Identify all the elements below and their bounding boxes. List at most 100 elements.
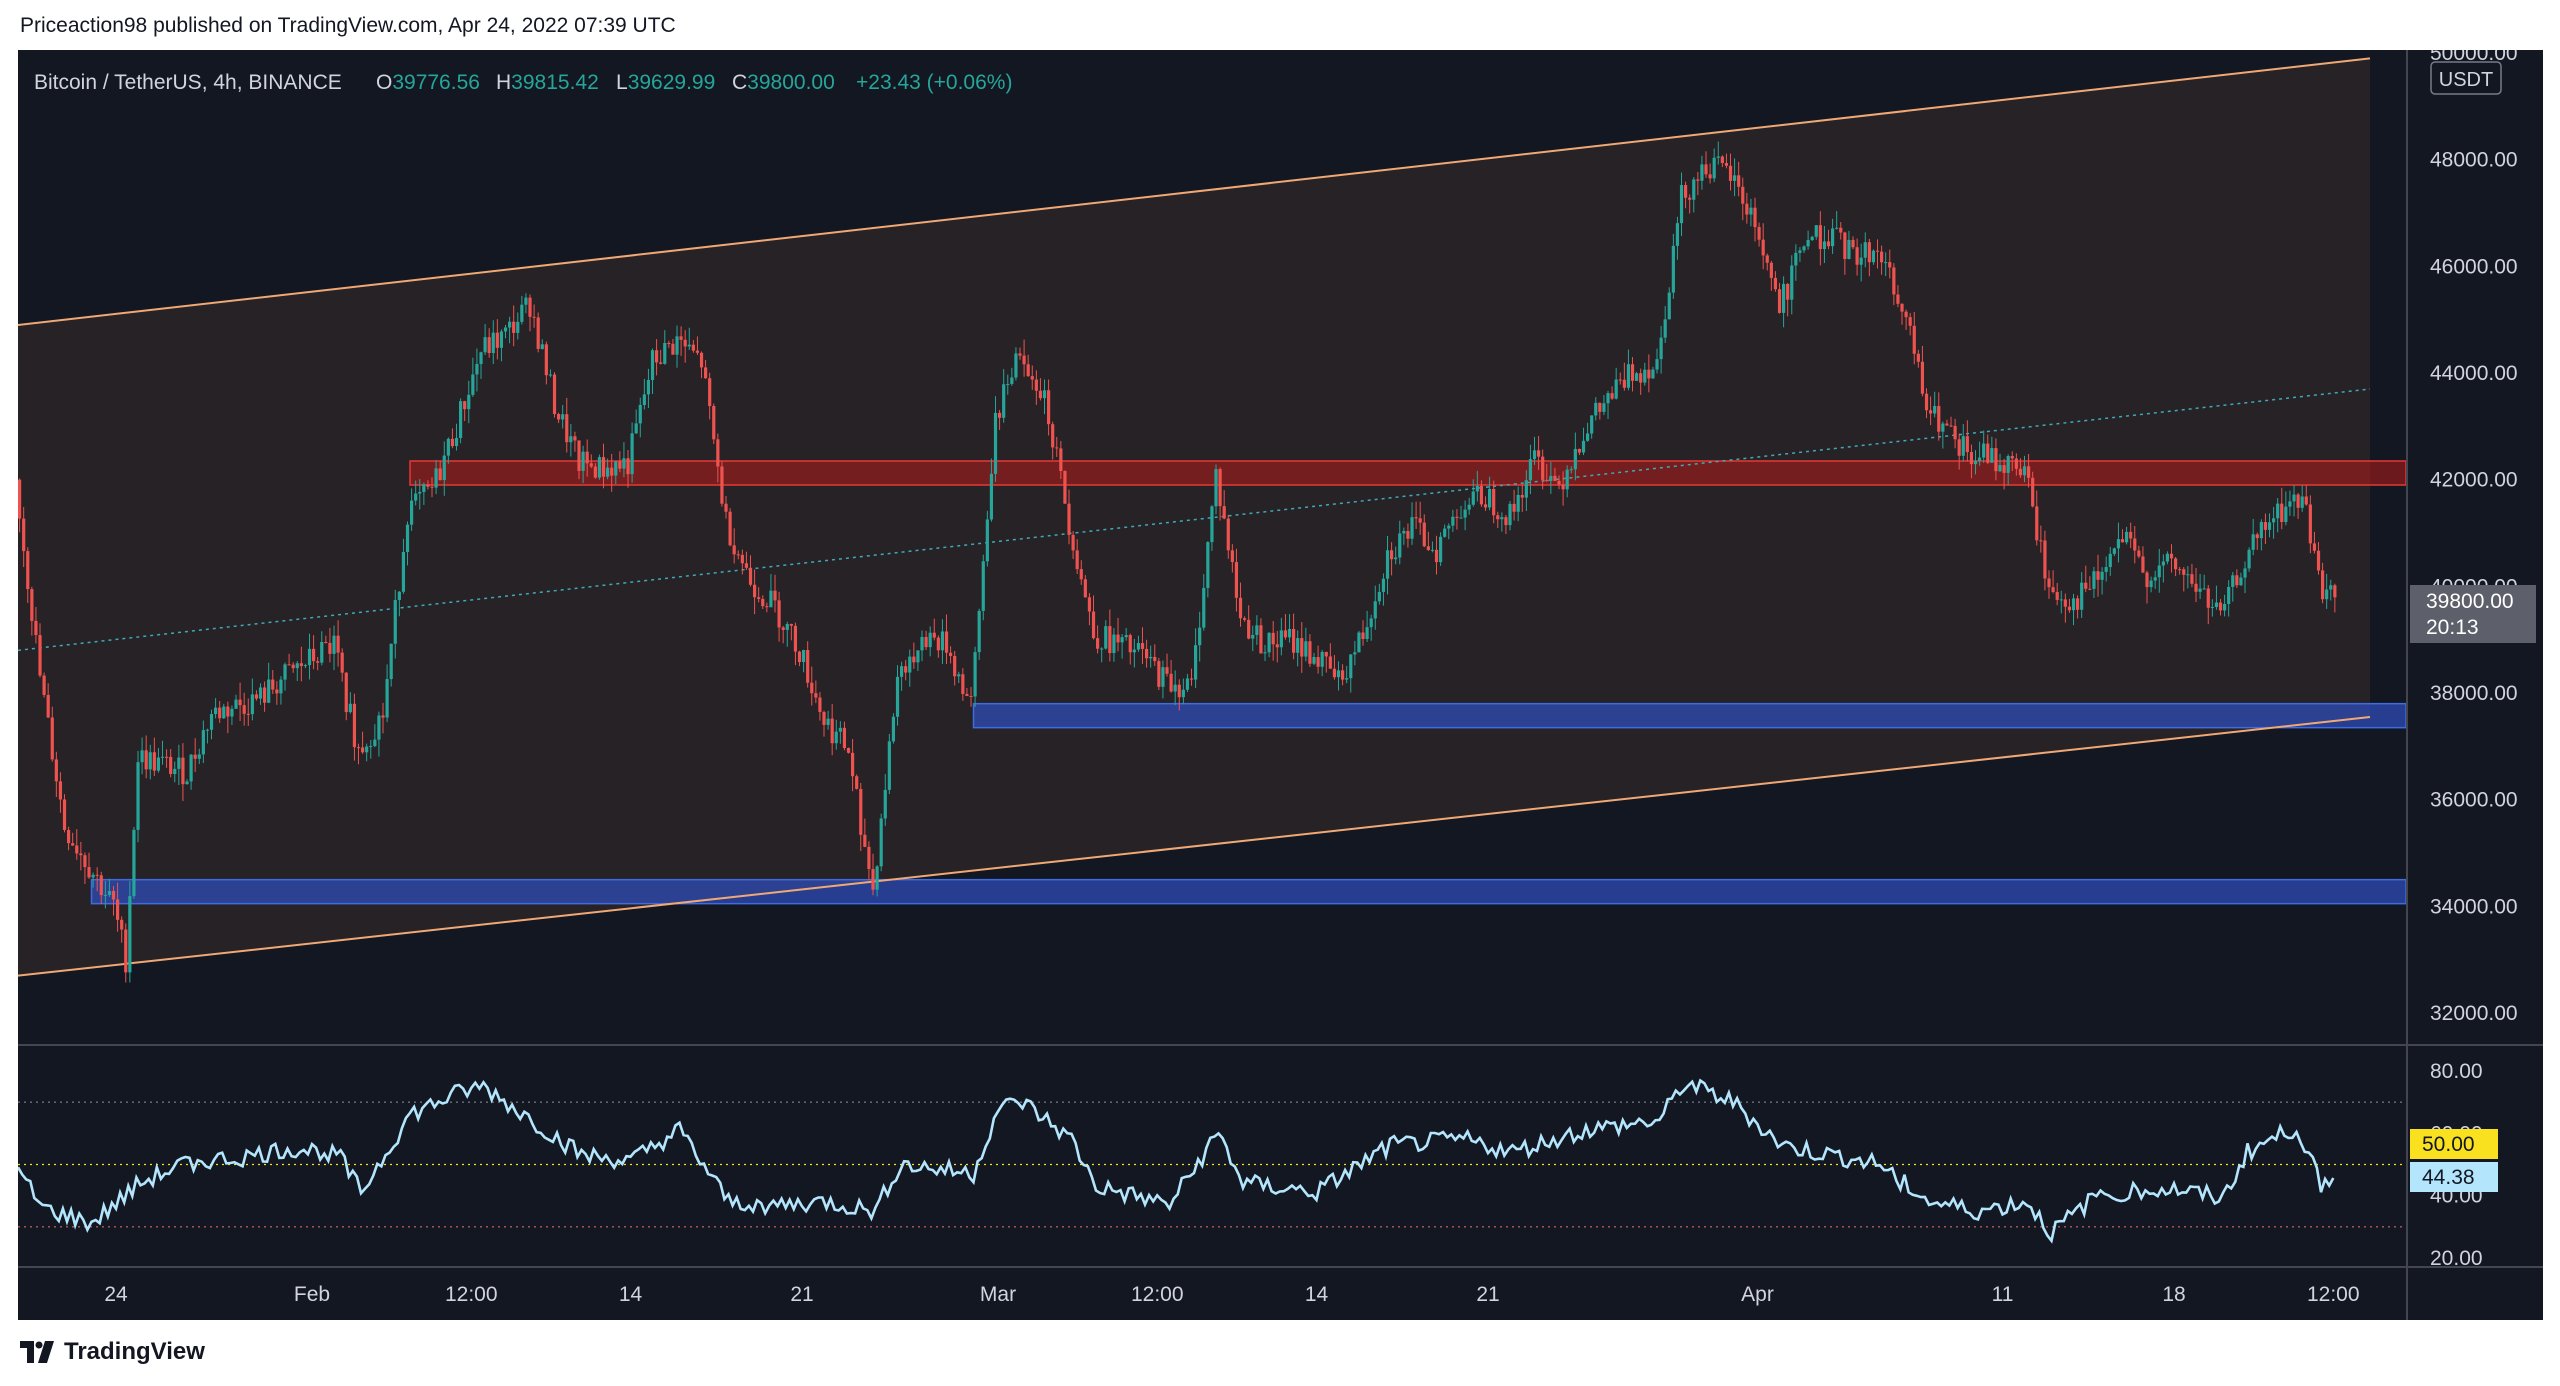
- candle: [275, 681, 279, 705]
- candle: [863, 818, 867, 848]
- chart-svg[interactable]: 50000.0048000.0046000.0044000.0042000.00…: [18, 50, 2543, 1320]
- candle: [618, 451, 622, 473]
- candle: [1177, 679, 1181, 711]
- candle: [295, 660, 299, 682]
- candle: [1173, 670, 1177, 706]
- candle: [867, 841, 871, 881]
- candle: [1618, 372, 1622, 385]
- candle: [589, 454, 593, 469]
- candle: [1859, 243, 1863, 282]
- candle: [1651, 366, 1655, 379]
- candle: [26, 547, 30, 603]
- candle: [1561, 471, 1565, 506]
- candle: [1655, 348, 1659, 374]
- chart-frame[interactable]: 50000.00 48000.00 46000.00 44000.00 42000.00…: [18, 50, 2543, 1320]
- channel-lower-line: [18, 716, 2371, 977]
- candle: [695, 336, 700, 356]
- candle: [1349, 654, 1353, 693]
- candle: [377, 711, 381, 757]
- candle: [1753, 197, 1757, 242]
- candle: [2010, 451, 2014, 472]
- candle: [1671, 233, 1675, 299]
- candle: [1569, 466, 1573, 474]
- candle: [42, 672, 46, 698]
- candle: [410, 488, 414, 531]
- candle: [234, 694, 238, 709]
- candle: [548, 369, 553, 378]
- candle: [2120, 529, 2125, 543]
- candle: [1377, 583, 1381, 605]
- candle: [614, 460, 618, 485]
- candle: [953, 651, 957, 686]
- candle: [2161, 554, 2165, 583]
- candle: [1635, 371, 1639, 381]
- candle: [891, 713, 896, 744]
- candle: [1492, 480, 1496, 524]
- candle: [1336, 661, 1341, 691]
- candle: [1941, 421, 1945, 449]
- candle: [1422, 514, 1426, 548]
- price-tick-label: 32000.00: [2430, 1002, 2518, 1025]
- candle: [214, 698, 218, 719]
- candle: [2149, 576, 2153, 593]
- candle: [940, 619, 945, 664]
- price-tick-label: 46000.00: [2430, 255, 2518, 278]
- candle: [1296, 630, 1300, 667]
- candle: [757, 587, 761, 603]
- candle: [160, 740, 165, 765]
- candle: [1982, 430, 1986, 463]
- candle: [487, 328, 491, 358]
- candle: [1749, 198, 1753, 227]
- candle: [1545, 463, 1549, 483]
- candle: [22, 507, 26, 568]
- candle: [1443, 524, 1447, 538]
- candle: [450, 428, 455, 449]
- candle: [1210, 505, 1214, 551]
- candle: [2178, 566, 2182, 575]
- candle: [736, 550, 740, 560]
- candle: [2137, 545, 2141, 559]
- candle: [2067, 598, 2072, 613]
- candle: [1773, 271, 1778, 292]
- symbol-legend[interactable]: Bitcoin / TetherUS, 4h, BINANCE O39776.5…: [34, 71, 1012, 94]
- footer-brand[interactable]: TradingView: [20, 1338, 205, 1366]
- candle: [1136, 635, 1141, 652]
- candle: [1500, 512, 1504, 532]
- candle: [1243, 616, 1247, 622]
- channel-upper-line: [18, 57, 2371, 326]
- candle: [622, 442, 626, 478]
- currency-badge[interactable]: [2430, 61, 2502, 95]
- candle: [1475, 470, 1479, 502]
- candle: [1463, 500, 1467, 531]
- candle: [1512, 489, 1516, 521]
- candle: [626, 450, 630, 488]
- candle: [1410, 502, 1414, 545]
- candle: [912, 642, 916, 669]
- candle: [1577, 448, 1582, 456]
- candle: [895, 665, 900, 726]
- candle: [2255, 532, 2259, 550]
- candle: [2190, 563, 2194, 588]
- ohlc-close: C39800.00: [732, 71, 835, 94]
- candle: [1978, 441, 1982, 466]
- candle: [1071, 531, 1075, 560]
- candle: [103, 880, 107, 909]
- candle: [62, 794, 67, 833]
- candle: [2210, 599, 2214, 617]
- candle: [454, 423, 459, 451]
- candle: [352, 693, 357, 761]
- candle: [961, 668, 965, 701]
- candle: [524, 293, 528, 314]
- candle: [279, 676, 283, 705]
- price-tick-label: 48000.00: [2430, 149, 2518, 172]
- candle: [1675, 216, 1680, 260]
- candle: [1287, 614, 1292, 643]
- candle: [1908, 312, 1912, 336]
- candle: [1712, 148, 1716, 183]
- candle: [226, 701, 230, 734]
- candle: [1488, 476, 1492, 511]
- candle: [1051, 421, 1055, 460]
- candle: [189, 753, 193, 790]
- candle: [1737, 161, 1741, 197]
- price-tick-label: 42000.00: [2430, 469, 2518, 492]
